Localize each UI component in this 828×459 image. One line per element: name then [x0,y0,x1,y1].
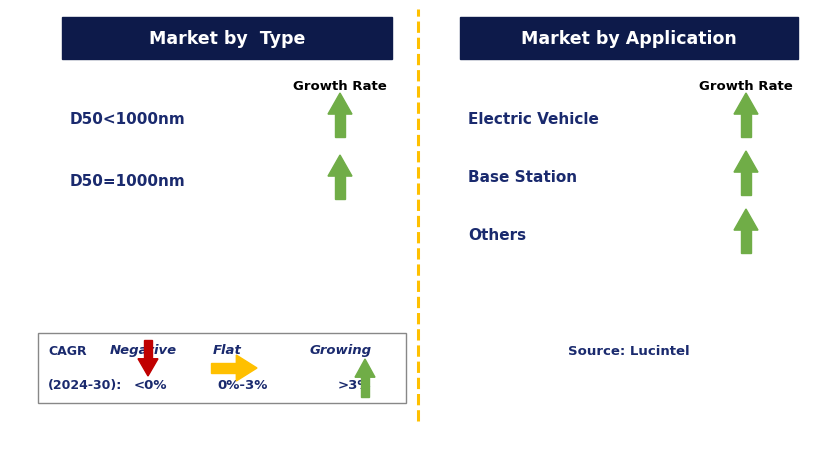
Polygon shape [733,210,757,230]
Text: Negative: Negative [110,344,177,357]
Polygon shape [236,355,257,381]
Text: CAGR: CAGR [48,345,86,358]
Polygon shape [137,359,158,376]
Polygon shape [335,115,344,138]
Polygon shape [733,94,757,115]
Polygon shape [733,151,757,173]
Text: >3%: >3% [338,379,371,392]
Polygon shape [143,340,152,359]
Text: Flat: Flat [213,344,242,357]
Text: 0%-3%: 0%-3% [217,379,267,392]
Polygon shape [740,230,750,253]
Text: <0%: <0% [134,379,167,392]
Text: Others: Others [468,228,526,243]
Text: D50=1000nm: D50=1000nm [70,174,185,189]
FancyBboxPatch shape [460,18,797,60]
Text: (2024-30):: (2024-30): [48,379,122,392]
Text: Base Station: Base Station [468,170,576,185]
Text: Market by  Type: Market by Type [149,30,305,48]
Text: Market by Application: Market by Application [521,30,736,48]
Text: Growth Rate: Growth Rate [698,79,792,92]
Text: Growth Rate: Growth Rate [293,79,387,92]
Polygon shape [354,359,374,377]
Polygon shape [740,115,750,138]
Polygon shape [328,156,352,177]
Polygon shape [740,173,750,196]
Polygon shape [360,377,368,397]
FancyBboxPatch shape [38,333,406,403]
Text: Electric Vehicle: Electric Vehicle [468,112,598,127]
FancyBboxPatch shape [62,18,392,60]
Text: D50<1000nm: D50<1000nm [70,112,185,127]
Text: Source: Lucintel: Source: Lucintel [567,345,689,358]
Polygon shape [211,363,236,374]
Text: Growing: Growing [310,344,372,357]
Polygon shape [335,177,344,200]
Polygon shape [328,94,352,115]
